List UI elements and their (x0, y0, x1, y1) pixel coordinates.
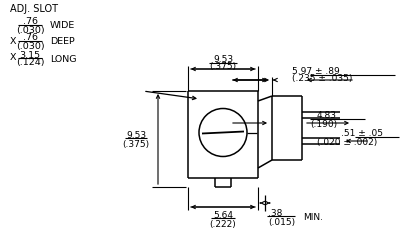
Text: LONG: LONG (50, 55, 76, 63)
Text: (.222): (.222) (210, 220, 236, 230)
Text: 3.15: 3.15 (20, 50, 40, 60)
Text: 9.53: 9.53 (213, 56, 233, 64)
Text: 5.64: 5.64 (213, 211, 233, 219)
Text: .76: .76 (22, 17, 38, 27)
Text: WIDE: WIDE (50, 21, 75, 31)
Text: DEEP: DEEP (50, 37, 75, 46)
Text: (.015): (.015) (268, 218, 295, 228)
Text: (.124): (.124) (16, 59, 44, 67)
Text: (.030): (.030) (16, 26, 44, 34)
Text: .51 ± .05: .51 ± .05 (341, 129, 383, 138)
Text: (.020 ± .002): (.020 ± .002) (317, 138, 377, 148)
Text: (.190): (.190) (310, 121, 337, 129)
Text: .38: .38 (268, 209, 282, 217)
Text: 4.83: 4.83 (317, 111, 337, 121)
Text: MIN.: MIN. (303, 213, 323, 221)
Text: X: X (10, 53, 16, 62)
Text: 5.97 ± .89: 5.97 ± .89 (292, 67, 340, 77)
Text: .76: .76 (22, 33, 38, 43)
Text: (.235 ± .035): (.235 ± .035) (292, 75, 352, 83)
Text: 9.53: 9.53 (126, 130, 146, 139)
Text: (.375): (.375) (122, 140, 150, 150)
Text: (.030): (.030) (16, 42, 44, 50)
Text: ADJ. SLOT: ADJ. SLOT (10, 4, 58, 14)
Text: (.375): (.375) (210, 62, 236, 72)
Text: X: X (10, 36, 16, 46)
